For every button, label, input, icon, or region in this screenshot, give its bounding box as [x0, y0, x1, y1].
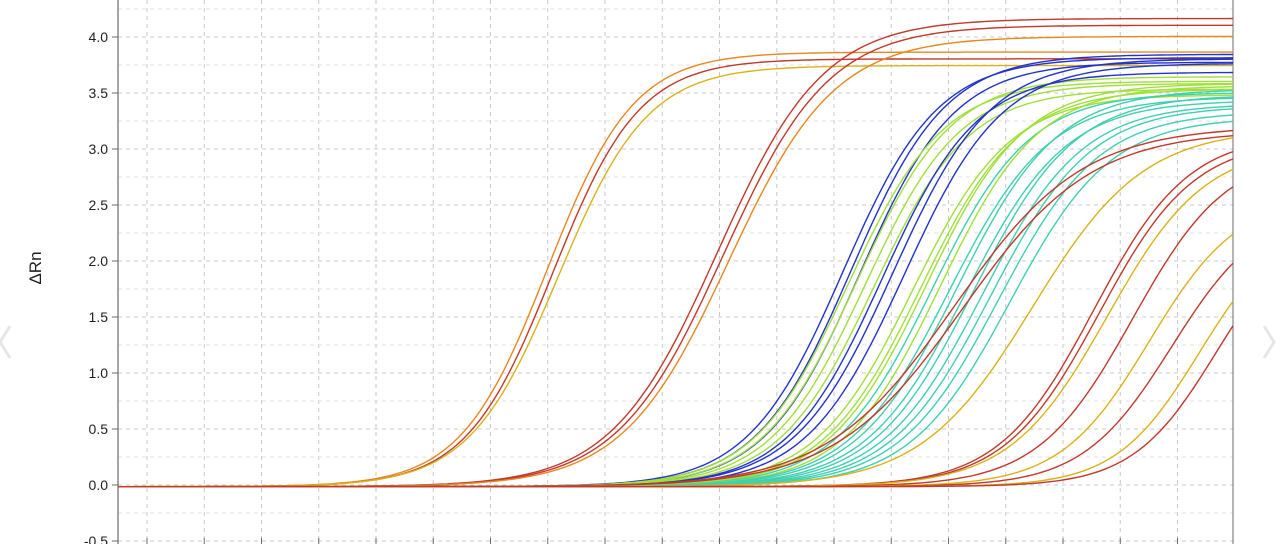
y-tick-label: 0.5	[89, 421, 109, 437]
amplification-curve	[118, 300, 1234, 488]
y-tick-label: 1.5	[89, 309, 109, 325]
y-tick-label: 2.0	[89, 253, 109, 269]
amplification-curve	[118, 80, 1233, 488]
amplification-curve	[118, 108, 1234, 488]
amplification-curve	[118, 168, 1234, 488]
amplification-curve	[118, 63, 1234, 488]
amplification-curve	[118, 58, 1234, 488]
amplification-curve	[118, 129, 1234, 488]
amplification-curve	[118, 114, 1234, 488]
y-tick-label: 1.0	[89, 365, 109, 381]
amplification-curve	[118, 96, 1234, 488]
amplification-curve	[118, 83, 1233, 488]
amplification-curve	[118, 53, 1233, 488]
amplification-curve	[118, 94, 1234, 488]
curves-group	[118, 17, 1234, 488]
amplification-curve	[118, 64, 1233, 488]
y-axis-label: ΔRn	[26, 251, 45, 285]
y-tick-label: 3.0	[89, 141, 109, 157]
amplification-curve	[118, 35, 1233, 488]
chevron-right-icon[interactable]	[1258, 322, 1280, 362]
amplification-curve	[118, 186, 1234, 488]
amplification-curve	[118, 61, 1233, 488]
amplification-curve	[118, 58, 1233, 488]
amplification-curve	[118, 83, 1234, 488]
y-tick-label: 2.5	[89, 197, 109, 213]
y-tick-label: -0.5	[84, 533, 108, 544]
amplification-curve	[118, 97, 1234, 488]
amplification-curve	[118, 71, 1234, 488]
amplification-curve	[118, 135, 1234, 488]
amplification-curve	[118, 325, 1234, 488]
amplification-curve	[118, 57, 1233, 488]
y-tick-label: 4.0	[89, 29, 109, 45]
amplification-curve	[118, 105, 1234, 488]
y-tick-label: 3.5	[89, 85, 109, 101]
y-tick-label: 0.0	[89, 477, 109, 493]
chevron-left-icon[interactable]	[0, 322, 16, 362]
amplification-curve	[118, 150, 1234, 488]
amplification-curve	[118, 92, 1234, 488]
amplification-curve	[118, 76, 1233, 488]
amplification-curve	[118, 262, 1234, 488]
